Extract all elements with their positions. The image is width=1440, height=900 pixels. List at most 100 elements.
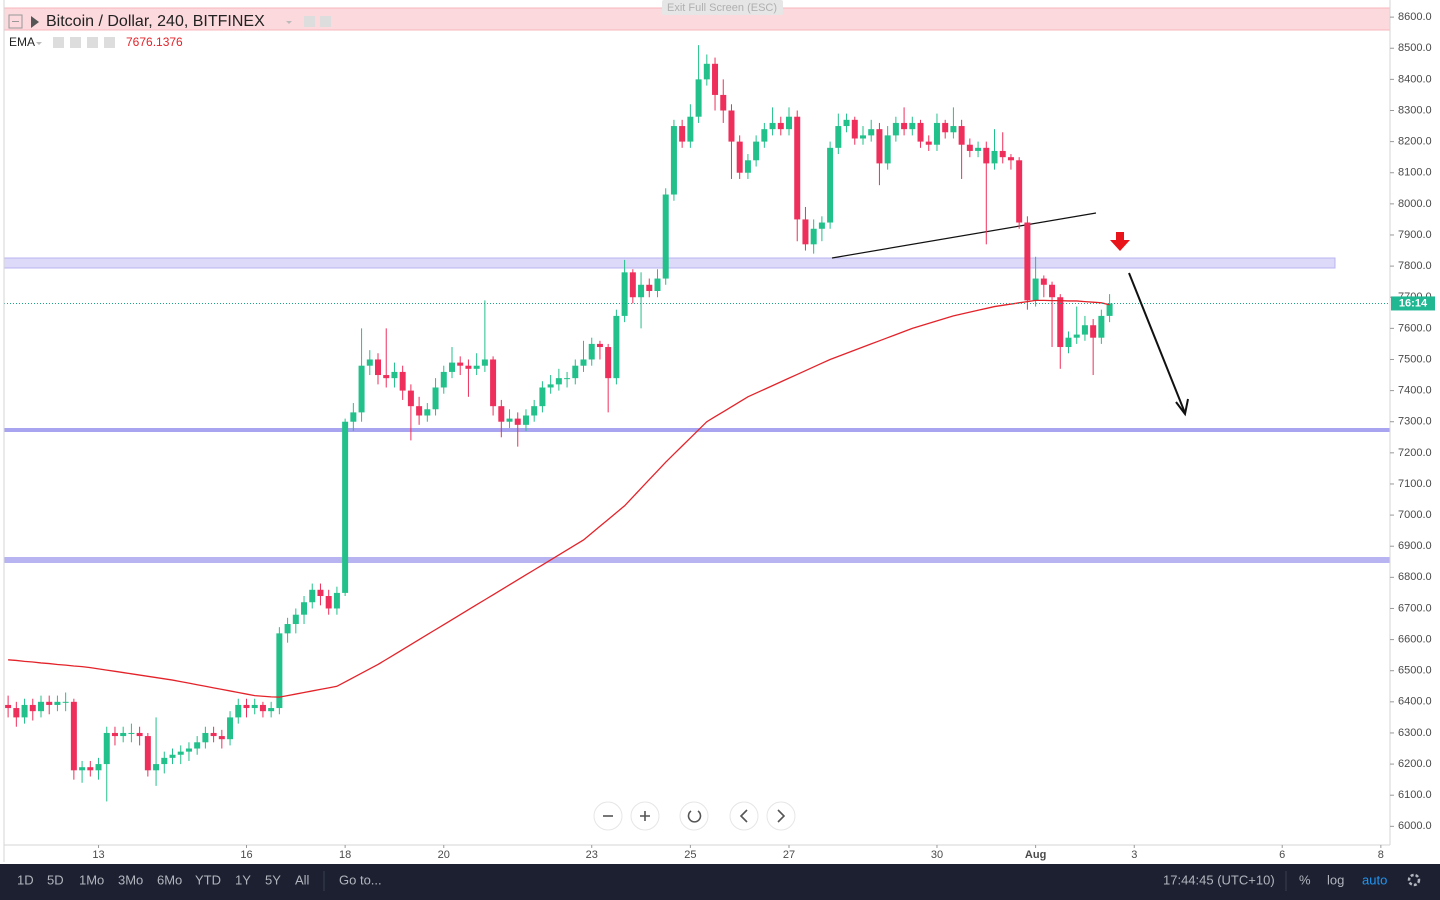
candle-body bbox=[942, 122, 949, 133]
y-tick-label: 6100.0 bbox=[1398, 789, 1432, 801]
candle-body bbox=[613, 315, 620, 379]
y-tick-label: 6000.0 bbox=[1398, 820, 1432, 832]
candle-body bbox=[432, 387, 439, 410]
candle-body bbox=[366, 359, 373, 366]
scroll-left-button[interactable] bbox=[729, 801, 759, 831]
candle-body bbox=[761, 129, 768, 142]
candle-body bbox=[284, 624, 291, 634]
candle-body bbox=[1090, 325, 1097, 338]
x-tick-label: 25 bbox=[684, 849, 696, 861]
candle-body bbox=[103, 732, 110, 765]
range-button[interactable]: 1Mo bbox=[79, 872, 104, 887]
candle-body bbox=[859, 135, 866, 139]
candle-body bbox=[679, 126, 686, 142]
candle-body bbox=[728, 110, 735, 142]
x-tick-label: 13 bbox=[92, 849, 104, 861]
candle-body bbox=[227, 717, 234, 740]
candle-body bbox=[703, 63, 710, 80]
y-tick-label: 6800.0 bbox=[1398, 571, 1432, 583]
x-tick-label: Aug bbox=[1025, 849, 1046, 861]
candle-body bbox=[810, 228, 817, 245]
candle-body bbox=[62, 701, 69, 703]
candle-body bbox=[925, 141, 932, 145]
trend-line bbox=[831, 212, 1097, 259]
y-tick-label: 6200.0 bbox=[1398, 758, 1432, 770]
dropdown[interactable] bbox=[36, 42, 42, 45]
range-button[interactable]: 1Y bbox=[235, 872, 251, 887]
x-tick-label: 8 bbox=[1378, 849, 1384, 861]
candle-body bbox=[128, 732, 135, 734]
candle-body bbox=[292, 614, 299, 625]
candle-body bbox=[695, 79, 702, 117]
candle-body bbox=[555, 378, 562, 385]
range-button[interactable]: 1D bbox=[17, 872, 34, 887]
scroll-right-button[interactable] bbox=[766, 801, 796, 831]
indicator-icon[interactable] bbox=[87, 37, 98, 48]
y-tick-label: 8300.0 bbox=[1398, 104, 1432, 116]
candle-body bbox=[777, 122, 784, 130]
candle-body bbox=[268, 708, 275, 712]
range-button[interactable]: 5Y bbox=[265, 872, 281, 887]
candle-body bbox=[333, 592, 340, 609]
candle-body bbox=[514, 418, 521, 425]
indicator-value: 7676.1376 bbox=[126, 35, 183, 49]
candle-body bbox=[786, 116, 793, 130]
indicator-icon[interactable] bbox=[104, 37, 115, 48]
candle-body bbox=[251, 704, 258, 709]
candle-body bbox=[818, 222, 825, 229]
range-button[interactable]: YTD bbox=[195, 872, 221, 887]
candle-body bbox=[309, 589, 316, 603]
candle-body bbox=[654, 278, 661, 292]
candle-body bbox=[185, 748, 192, 752]
candle-body bbox=[95, 764, 102, 771]
candle-body bbox=[580, 359, 587, 366]
y-tick-label: 7100.0 bbox=[1398, 478, 1432, 490]
reset-button[interactable] bbox=[679, 801, 709, 831]
range-button[interactable]: 6Mo bbox=[157, 872, 182, 887]
auto-toggle[interactable]: auto bbox=[1362, 872, 1387, 887]
candle-body bbox=[884, 135, 891, 164]
candle-body bbox=[1024, 222, 1031, 301]
candle-body bbox=[218, 736, 225, 740]
range-button[interactable]: All bbox=[295, 872, 310, 887]
candle-body bbox=[769, 122, 776, 130]
header-icon[interactable] bbox=[320, 16, 331, 27]
settings-button[interactable] bbox=[1407, 873, 1421, 887]
candle-body bbox=[424, 409, 431, 416]
indicator-icon[interactable] bbox=[53, 37, 64, 48]
header-icon[interactable] bbox=[304, 16, 315, 27]
candle-body bbox=[383, 375, 390, 379]
flag-icon bbox=[31, 16, 39, 28]
forecast-arrow bbox=[1128, 272, 1186, 414]
candle-body bbox=[111, 732, 118, 737]
collapse-icon[interactable] bbox=[8, 14, 23, 29]
candle-body bbox=[1106, 303, 1113, 316]
exit-fullscreen-button[interactable] bbox=[662, 0, 783, 15]
candle-body bbox=[588, 343, 595, 360]
candle-body bbox=[407, 390, 414, 407]
goto-button[interactable]: Go to... bbox=[339, 872, 382, 887]
percent-toggle[interactable]: % bbox=[1299, 872, 1311, 887]
candle-body bbox=[629, 272, 636, 298]
zoom-icons bbox=[603, 809, 786, 823]
indicator-icon[interactable] bbox=[70, 37, 81, 48]
x-tick-label: 23 bbox=[586, 849, 598, 861]
log-toggle[interactable]: log bbox=[1327, 872, 1344, 887]
candle-body bbox=[46, 701, 53, 705]
candle-body bbox=[638, 284, 645, 298]
y-tick-label: 8000.0 bbox=[1398, 198, 1432, 210]
range-button[interactable]: 5D bbox=[47, 872, 64, 887]
candle-body bbox=[490, 359, 497, 407]
candle-body bbox=[531, 406, 538, 416]
dropdown[interactable] bbox=[286, 21, 292, 24]
candle-body bbox=[276, 633, 283, 709]
candle-body bbox=[547, 384, 554, 388]
symbol-title: Bitcoin / Dollar, 240, BITFINEX bbox=[46, 13, 265, 30]
range-button[interactable]: 3Mo bbox=[118, 872, 143, 887]
down-arrow-icon bbox=[1110, 232, 1130, 251]
y-tick-label: 8100.0 bbox=[1398, 167, 1432, 179]
candle-body bbox=[522, 415, 529, 425]
candle-body bbox=[1098, 315, 1105, 338]
y-tick-label: 7400.0 bbox=[1398, 385, 1432, 397]
candle-body bbox=[572, 365, 579, 379]
